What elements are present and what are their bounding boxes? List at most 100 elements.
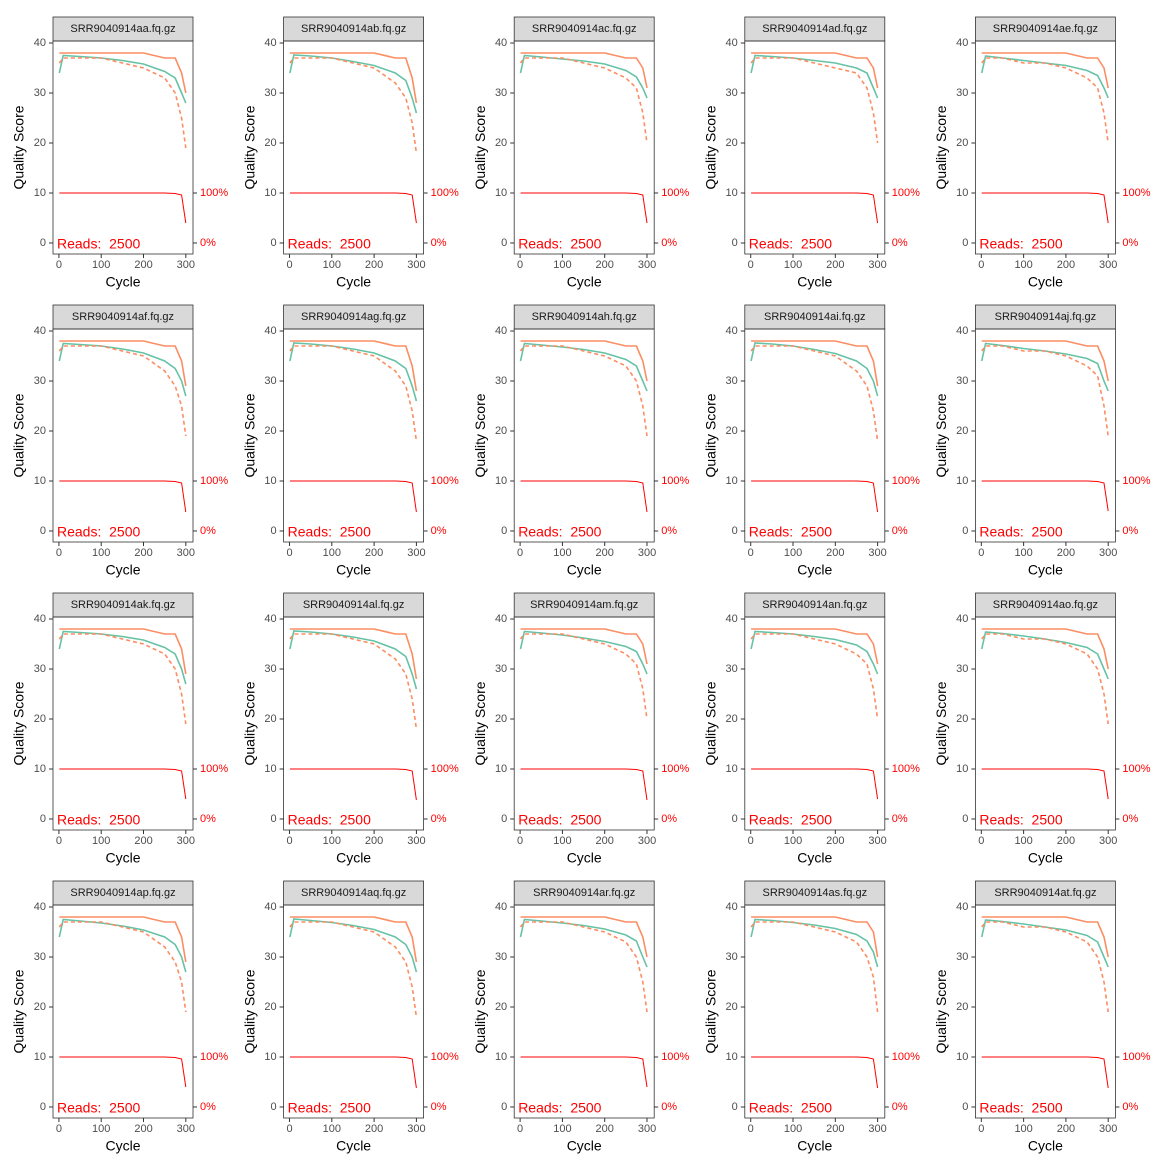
panel-title: SRR9040914af.fq.gz	[72, 311, 174, 323]
y2-tick-label: 0%	[200, 813, 216, 825]
series-line	[289, 345, 418, 442]
series-line	[520, 1056, 648, 1088]
panel: SRR9040914aa.fq.gz 0 10 20 30 40 0% 100% 0 100 200…	[11, 16, 228, 290]
reads-annotation: Reads: 2500	[749, 524, 832, 540]
plot-frame	[283, 40, 425, 255]
x-tick-label: 200	[826, 259, 844, 271]
strip	[52, 880, 194, 906]
y-tick-label: 0	[732, 813, 738, 825]
y-tick-label: 40	[726, 325, 738, 337]
series-line	[59, 480, 187, 513]
y-axis-label: Quality Score	[933, 969, 949, 1053]
series-line	[289, 630, 418, 690]
series-line	[59, 1056, 187, 1088]
panel-title: SRR9040914ai.fq.gz	[764, 311, 866, 323]
y-tick-label: 40	[956, 325, 968, 337]
y2-tick-label: 0%	[431, 813, 447, 825]
series-line	[289, 921, 418, 1018]
y-axis-label: Quality Score	[472, 681, 488, 765]
x-tick-label: 0	[517, 835, 523, 847]
x-tick-label: 100	[553, 1123, 571, 1135]
y-axis-label: Quality Score	[241, 393, 257, 477]
series-line	[289, 768, 417, 801]
y-axis-label: Quality Score	[241, 105, 257, 189]
y2-tick-label: 100%	[892, 1051, 920, 1063]
series-line	[59, 192, 187, 224]
panel-title: SRR9040914al.fq.gz	[303, 599, 405, 611]
panel-title: SRR9040914ah.fq.gz	[532, 311, 637, 323]
panel-title: SRR9040914ak.fq.gz	[71, 599, 176, 611]
y2-tick-label: 100%	[200, 763, 228, 775]
y-tick-label: 30	[34, 951, 46, 963]
x-tick-label: 0	[517, 547, 523, 559]
series-line	[520, 916, 648, 958]
panel-title: SRR9040914ac.fq.gz	[532, 23, 637, 35]
panel: SRR9040914ah.fq.gz 0 10 20 30 40 0% 100% 0 100 200…	[472, 304, 690, 578]
x-axis-label: Cycle	[797, 562, 832, 578]
x-tick-label: 100	[784, 835, 802, 847]
series-line	[59, 916, 187, 963]
x-tick-label: 300	[177, 1123, 195, 1135]
y-tick-label: 40	[956, 613, 968, 625]
x-axis-label: Cycle	[105, 1138, 140, 1154]
y-tick-label: 20	[726, 425, 738, 437]
reads-annotation: Reads: 2500	[749, 812, 832, 828]
series-line	[58, 918, 187, 973]
strip	[513, 880, 655, 906]
y-tick-label: 0	[270, 525, 276, 537]
strip	[513, 592, 655, 618]
y2-tick-label: 100%	[431, 1051, 459, 1063]
panel: SRR9040914ac.fq.gz 0 10 20 30 40 0% 100% 0 100 200…	[472, 16, 690, 290]
x-tick-label: 300	[638, 835, 656, 847]
plot-frame	[283, 616, 425, 831]
y-tick-label: 0	[40, 1101, 46, 1113]
x-tick-label: 300	[407, 1123, 425, 1135]
x-tick-label: 300	[407, 259, 425, 271]
reads-annotation: Reads: 2500	[57, 236, 140, 252]
panel: SRR9040914aj.fq.gz 0 10 20 30 40 0% 100% 0 100 200…	[933, 304, 1151, 578]
x-tick-label: 200	[596, 259, 614, 271]
x-tick-label: 100	[553, 547, 571, 559]
series-line	[751, 340, 879, 387]
y2-tick-label: 100%	[1122, 475, 1150, 487]
y-tick-label: 40	[264, 901, 276, 913]
y2-tick-label: 100%	[661, 475, 689, 487]
series-line	[750, 342, 879, 397]
reads-annotation: Reads: 2500	[979, 1100, 1062, 1116]
y-tick-label: 0	[962, 813, 968, 825]
reads-annotation: Reads: 2500	[749, 236, 832, 252]
y-tick-label: 30	[34, 375, 46, 387]
y2-tick-label: 0%	[1122, 1101, 1138, 1113]
y2-tick-label: 0%	[1122, 237, 1138, 249]
y-tick-label: 30	[956, 375, 968, 387]
y-tick-label: 40	[264, 613, 276, 625]
x-tick-label: 300	[1099, 1123, 1117, 1135]
y-tick-label: 0	[40, 813, 46, 825]
x-tick-label: 300	[1099, 835, 1117, 847]
reads-annotation: Reads: 2500	[749, 1100, 832, 1116]
reads-annotation: Reads: 2500	[518, 524, 601, 540]
x-axis-label: Cycle	[567, 1138, 602, 1154]
y2-tick-label: 0%	[200, 525, 216, 537]
x-tick-label: 0	[286, 259, 292, 271]
y-tick-label: 0	[962, 1101, 968, 1113]
y-axis-label: Quality Score	[11, 969, 27, 1053]
y-tick-label: 0	[501, 525, 507, 537]
y-tick-label: 10	[726, 475, 738, 487]
x-tick-label: 100	[92, 547, 110, 559]
x-axis-label: Cycle	[105, 850, 140, 866]
series-line	[58, 57, 187, 149]
panel-title: SRR9040914at.fq.gz	[994, 887, 1096, 899]
y-tick-label: 30	[264, 663, 276, 675]
y2-tick-label: 100%	[431, 763, 459, 775]
y2-tick-label: 100%	[661, 763, 689, 775]
x-axis-label: Cycle	[1028, 1138, 1063, 1154]
y-tick-label: 20	[956, 137, 968, 149]
y-axis-label: Quality Score	[472, 105, 488, 189]
x-tick-label: 300	[407, 835, 425, 847]
y-tick-label: 20	[34, 425, 46, 437]
y-tick-label: 40	[34, 901, 46, 913]
x-axis-label: Cycle	[105, 274, 140, 290]
y-tick-label: 40	[956, 37, 968, 49]
